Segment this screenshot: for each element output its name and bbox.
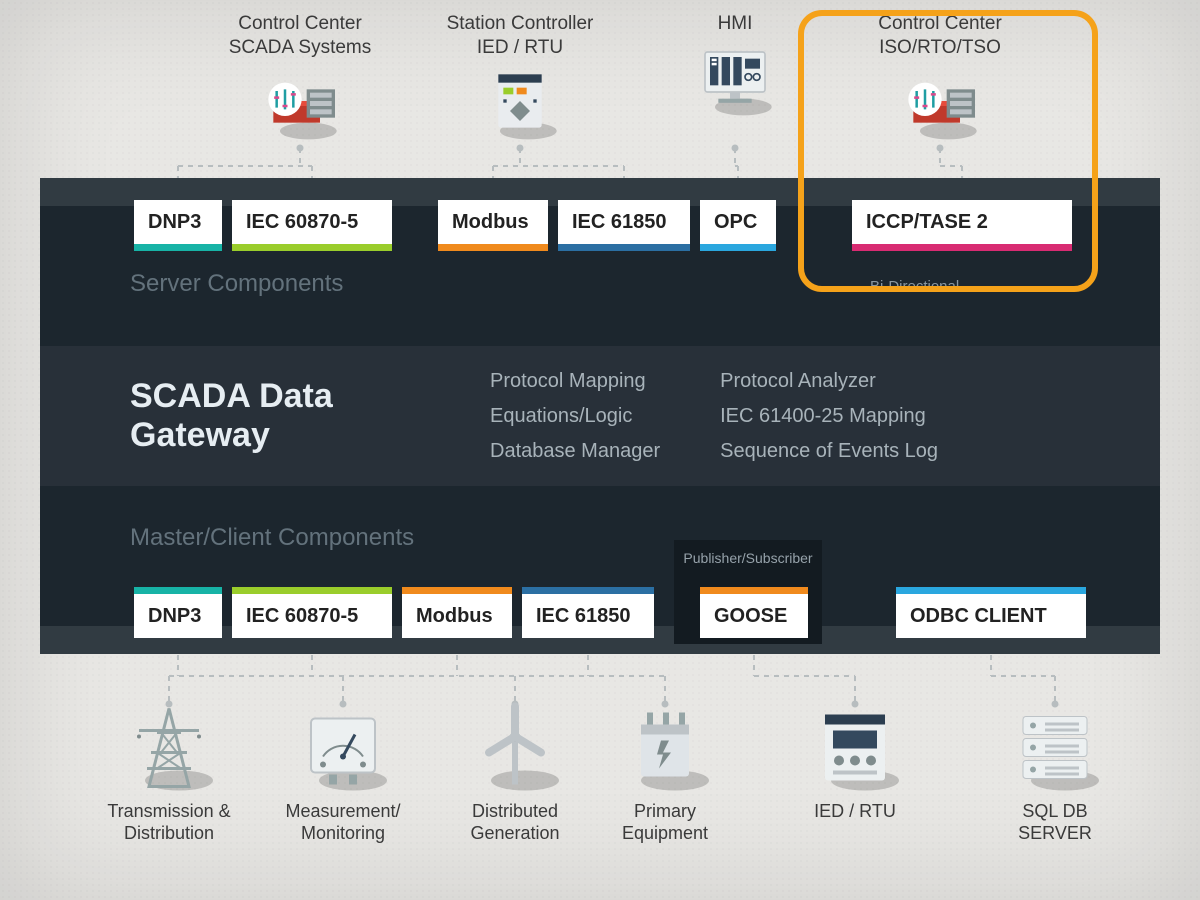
protocol-chip: DNP3 <box>134 200 222 244</box>
control-icon <box>255 66 345 141</box>
bottom-system-label: Transmission & Distribution <box>74 801 264 844</box>
protocol-label: Modbus <box>416 605 493 628</box>
top-system: Station Controller IED / RTU <box>420 12 620 141</box>
protocol-chip: ICCP/TASE 2 <box>852 200 1072 244</box>
bidirectional-label: Bi-Directional <box>870 278 959 295</box>
server-components-title: Server Components <box>130 270 343 298</box>
protocol-chip: Modbus <box>438 200 548 244</box>
pylon-icon <box>119 700 219 795</box>
feature-column-2: Protocol Analyzer IEC 61400-25 Mapping Seq… <box>720 370 938 463</box>
top-system-label: Control Center ISO/RTO/TSO <box>840 12 1040 60</box>
feature-item: Protocol Mapping <box>490 370 660 393</box>
meter-icon <box>293 700 393 795</box>
top-system-label: Control Center SCADA Systems <box>200 12 400 60</box>
transformer-icon <box>615 700 715 795</box>
bottom-system-label: Primary Equipment <box>570 801 760 844</box>
protocol-chip: OPC <box>700 200 776 244</box>
protocol-chip: IEC 60870-5 <box>232 200 392 244</box>
protocol-chip: Modbus <box>402 594 512 638</box>
diagram-canvas: Control Center SCADA Systems Station Con… <box>0 0 1200 900</box>
bottom-system-label: Measurement/ Monitoring <box>248 801 438 844</box>
bottom-system: IED / RTU <box>760 700 950 823</box>
protocol-label: IEC 61850 <box>572 211 667 234</box>
feature-column-1: Protocol Mapping Equations/Logic Database … <box>490 370 660 463</box>
protocol-label: OPC <box>714 211 757 234</box>
protocol-label: DNP3 <box>148 211 201 234</box>
protocol-label: IEC 61850 <box>536 605 631 628</box>
protocol-chip: IEC 61850 <box>558 200 690 244</box>
client-components-title: Master/Client Components <box>130 524 414 552</box>
top-system-label: HMI <box>635 12 835 36</box>
db-icon <box>1005 700 1105 795</box>
control-icon <box>895 66 985 141</box>
protocol-label: Modbus <box>452 211 529 234</box>
protocol-chip: DNP3 <box>134 594 222 638</box>
feature-item: Database Manager <box>490 440 660 463</box>
protocol-label: GOOSE <box>714 605 787 628</box>
gateway-title: SCADA Data Gateway <box>130 377 430 455</box>
feature-item: Sequence of Events Log <box>720 440 938 463</box>
gateway-center-row: SCADA Data Gateway Protocol Mapping Equat… <box>40 346 1160 486</box>
feature-item: Equations/Logic <box>490 405 660 428</box>
feature-item: IEC 61400-25 Mapping <box>720 405 938 428</box>
top-system: Control Center ISO/RTO/TSO <box>840 12 1040 141</box>
bottom-system: SQL DB SERVER <box>960 700 1150 844</box>
protocol-label: ICCP/TASE 2 <box>866 211 988 234</box>
top-system: Control Center SCADA Systems <box>200 12 400 141</box>
pubsub-label: Publisher/Subscriber <box>674 540 822 566</box>
bottom-system: Measurement/ Monitoring <box>248 700 438 844</box>
station-icon <box>475 66 565 141</box>
gateway-panel: DNP3 IEC 60870-5 Modbus IEC 61850 OPC ICCP/TA… <box>40 178 1160 654</box>
hmi-icon <box>690 42 780 117</box>
protocol-chip: ODBC CLIENT <box>896 594 1086 638</box>
bottom-system-label: SQL DB SERVER <box>960 801 1150 844</box>
feature-item: Protocol Analyzer <box>720 370 938 393</box>
bottom-system: Transmission & Distribution <box>74 700 264 844</box>
top-system: HMI <box>635 12 835 117</box>
top-system-label: Station Controller IED / RTU <box>420 12 620 60</box>
bottom-system-label: IED / RTU <box>760 801 950 823</box>
protocol-label: IEC 60870-5 <box>246 211 358 234</box>
protocol-chip: IEC 60870-5 <box>232 594 392 638</box>
ied-icon <box>805 700 905 795</box>
wind-icon <box>465 700 565 795</box>
protocol-label: IEC 60870-5 <box>246 605 358 628</box>
protocol-chip: GOOSE <box>700 594 808 638</box>
protocol-label: DNP3 <box>148 605 201 628</box>
bottom-system: Primary Equipment <box>570 700 760 844</box>
protocol-label: ODBC CLIENT <box>910 605 1047 628</box>
protocol-chip: IEC 61850 <box>522 594 654 638</box>
